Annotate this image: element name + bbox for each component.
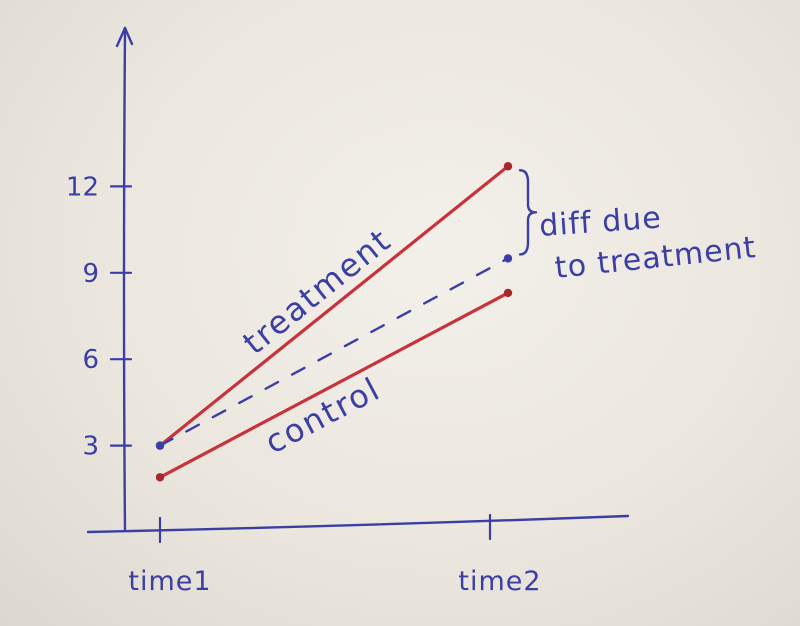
treatment-point (503, 162, 513, 171)
axes (86, 26, 630, 534)
x-tick-label: time1 (128, 566, 211, 597)
x-tick-label: time2 (458, 566, 541, 597)
y-tick-label: 3 (82, 432, 99, 462)
control-point (155, 473, 165, 482)
counterfactual-line (158, 257, 510, 447)
y-tick-label: 6 (82, 345, 99, 375)
control-line (158, 291, 510, 479)
y-tick-label: 12 (66, 172, 99, 202)
y-axis-arrow (115, 26, 134, 48)
y-axis-line (122, 26, 127, 532)
difference-brace (518, 169, 538, 256)
treatment-line (158, 164, 510, 448)
annotation-line-1: diff due (538, 201, 663, 244)
counterfactual-point (503, 254, 513, 263)
ticks: 3 6 9 12 time1 time2 (66, 172, 541, 597)
treatment-label: treatment (236, 221, 399, 362)
control-point (503, 288, 513, 298)
counterfactual-point (155, 441, 165, 450)
series-lines (155, 162, 513, 482)
y-tick-label: 9 (82, 259, 99, 289)
x-axis-line (86, 514, 630, 534)
